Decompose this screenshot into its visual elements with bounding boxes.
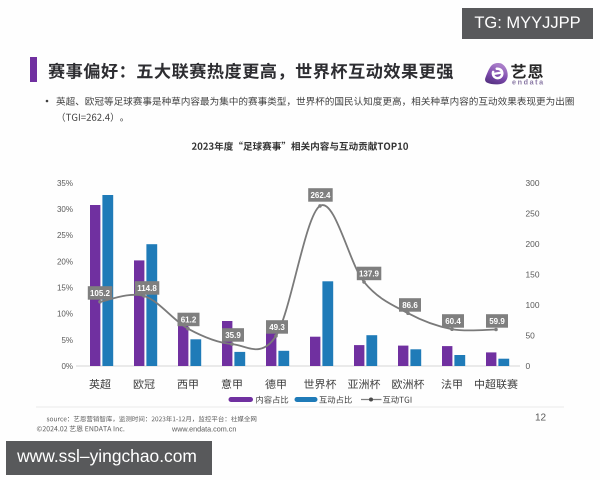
svg-text:60.4: 60.4 [445,317,461,326]
svg-text:105.2: 105.2 [90,289,111,298]
svg-text:86.6: 86.6 [402,301,418,310]
svg-text:200: 200 [526,239,540,249]
svg-text:30%: 30% [57,205,73,214]
svg-text:35.9: 35.9 [225,331,241,340]
svg-text:5%: 5% [61,336,73,345]
svg-text:endata: endata [512,78,545,87]
svg-text:61.2: 61.2 [181,316,197,325]
svg-text:137.9: 137.9 [359,270,380,279]
svg-text:250: 250 [526,208,540,218]
svg-text:0: 0 [526,361,531,371]
svg-text:www.endata.com.cn: www.endata.com.cn [171,424,236,433]
svg-text:100: 100 [526,300,540,310]
svg-text:35%: 35% [57,179,73,188]
svg-text:0%: 0% [61,362,73,371]
svg-text:262.4: 262.4 [310,191,331,200]
svg-text:59.9: 59.9 [489,317,505,326]
svg-text:150: 150 [526,269,540,279]
svg-text:50: 50 [526,330,536,340]
svg-text:25%: 25% [57,231,73,240]
svg-text:300: 300 [526,178,540,188]
svg-text:114.8: 114.8 [137,284,157,293]
svg-text:49.3: 49.3 [269,323,285,332]
svg-text:15%: 15% [57,284,73,293]
svg-text:20%: 20% [57,257,73,266]
svg-text:12: 12 [535,413,547,424]
svg-text:10%: 10% [57,310,73,319]
